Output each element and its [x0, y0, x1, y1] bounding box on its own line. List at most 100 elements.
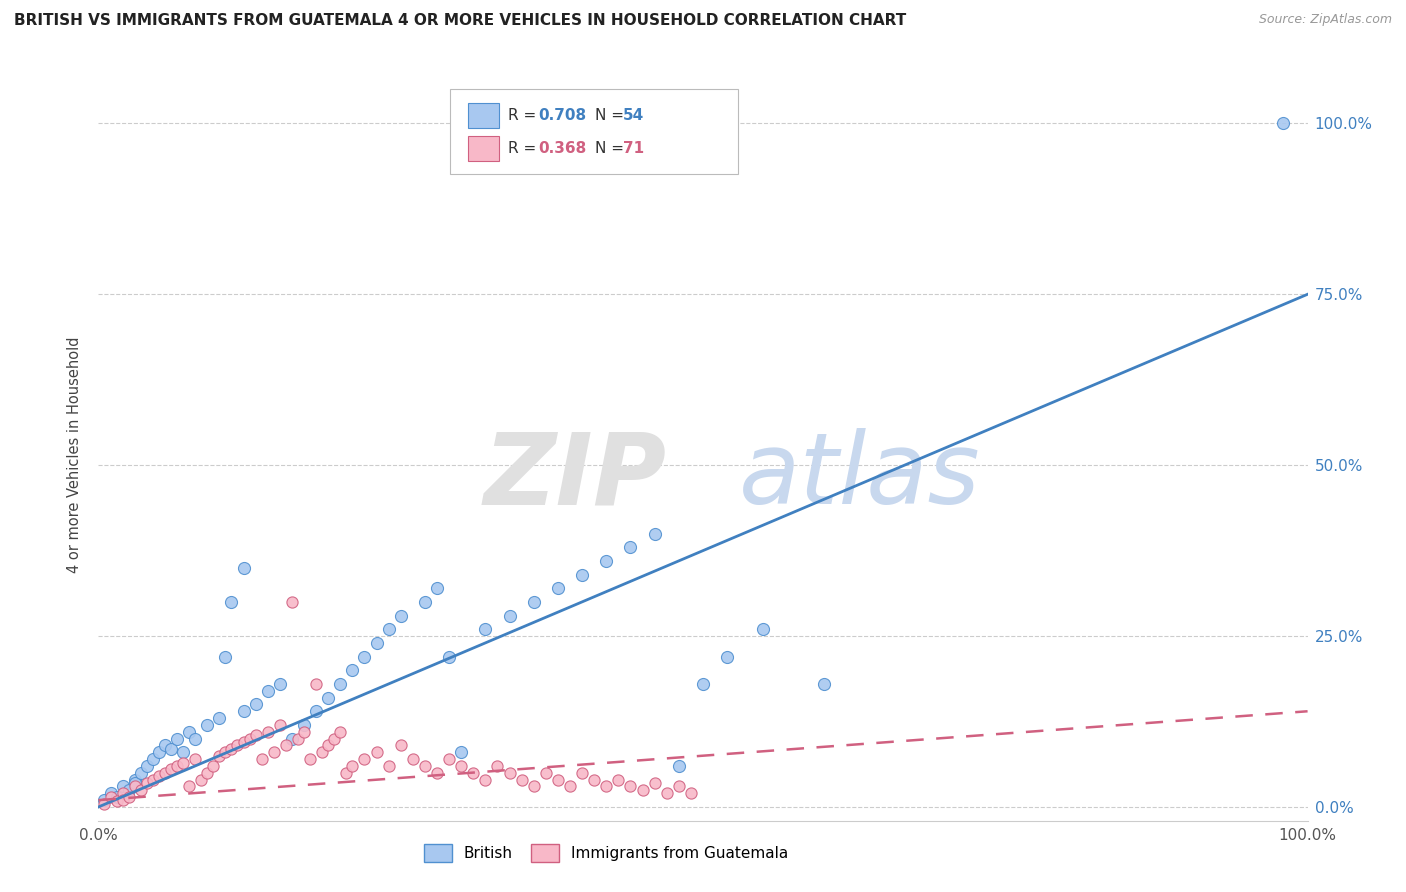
Point	[105, 789, 128, 804]
Y-axis label: 4 or more Vehicles in Household: 4 or more Vehicles in Household	[67, 336, 83, 574]
Point	[595, 780, 617, 794]
Point	[135, 759, 157, 773]
Point	[474, 622, 496, 636]
Point	[534, 765, 557, 780]
Point	[498, 765, 520, 780]
Point	[305, 677, 328, 691]
Point	[353, 752, 375, 766]
Point	[214, 745, 236, 759]
Point	[195, 765, 218, 780]
Point	[437, 752, 460, 766]
Point	[813, 677, 835, 691]
Point	[281, 731, 304, 746]
Point	[619, 780, 641, 794]
Point	[153, 739, 176, 753]
Point	[274, 739, 297, 753]
Point	[287, 731, 309, 746]
Point	[316, 690, 339, 705]
Point	[195, 718, 218, 732]
Point	[547, 581, 569, 595]
Point	[558, 780, 581, 794]
Point	[208, 748, 231, 763]
Text: 0.708: 0.708	[538, 108, 586, 122]
Point	[142, 772, 165, 787]
Point	[105, 795, 128, 809]
Point	[437, 649, 460, 664]
Point	[335, 765, 357, 780]
Point	[100, 789, 122, 804]
Point	[450, 745, 472, 759]
Text: 54: 54	[623, 108, 644, 122]
Point	[311, 745, 333, 759]
Point	[202, 759, 225, 773]
Point	[668, 759, 690, 773]
Point	[353, 649, 375, 664]
Point	[305, 704, 328, 718]
Point	[510, 772, 533, 787]
Point	[160, 763, 183, 777]
Text: N =: N =	[595, 141, 628, 155]
Point	[644, 526, 666, 541]
Point	[631, 783, 654, 797]
Point	[644, 776, 666, 790]
Point	[426, 765, 449, 780]
Point	[226, 739, 249, 753]
Point	[100, 786, 122, 800]
Point	[179, 780, 201, 794]
Point	[221, 742, 243, 756]
Point	[232, 560, 254, 574]
Point	[184, 731, 207, 746]
Text: BRITISH VS IMMIGRANTS FROM GUATEMALA 4 OR MORE VEHICLES IN HOUSEHOLD CORRELATION: BRITISH VS IMMIGRANTS FROM GUATEMALA 4 O…	[14, 13, 907, 29]
Point	[607, 772, 630, 787]
Point	[463, 765, 485, 780]
Point	[93, 793, 115, 807]
Point	[323, 731, 346, 746]
Point	[179, 724, 201, 739]
Point	[221, 595, 243, 609]
Point	[655, 786, 678, 800]
Point	[184, 752, 207, 766]
Point	[474, 772, 496, 787]
Point	[595, 554, 617, 568]
Point	[486, 759, 509, 773]
Point	[148, 745, 170, 759]
Point	[716, 649, 738, 664]
Point	[1272, 116, 1295, 130]
Point	[111, 793, 134, 807]
Point	[118, 783, 141, 797]
Point	[523, 595, 546, 609]
Point	[692, 677, 714, 691]
Point	[250, 752, 273, 766]
Point	[342, 663, 364, 677]
Point	[571, 567, 593, 582]
Point	[413, 759, 436, 773]
Point	[292, 718, 315, 732]
Text: R =: R =	[508, 108, 541, 122]
Point	[118, 789, 141, 804]
Point	[342, 759, 364, 773]
Point	[208, 711, 231, 725]
Point	[148, 769, 170, 783]
Point	[245, 698, 267, 712]
Point	[172, 756, 194, 770]
Point	[124, 776, 146, 790]
Text: 0.368: 0.368	[538, 141, 586, 155]
Point	[111, 780, 134, 794]
Point	[263, 745, 285, 759]
Point	[245, 728, 267, 742]
Point	[752, 622, 775, 636]
Text: atlas: atlas	[740, 428, 981, 525]
Point	[160, 742, 183, 756]
Point	[129, 765, 152, 780]
Point	[679, 786, 702, 800]
Point	[142, 752, 165, 766]
Point	[329, 724, 352, 739]
Text: 71: 71	[623, 141, 644, 155]
Point	[389, 608, 412, 623]
Point	[583, 772, 606, 787]
Point	[135, 776, 157, 790]
Point	[232, 704, 254, 718]
Point	[402, 752, 425, 766]
Text: R =: R =	[508, 141, 541, 155]
Point	[269, 677, 291, 691]
